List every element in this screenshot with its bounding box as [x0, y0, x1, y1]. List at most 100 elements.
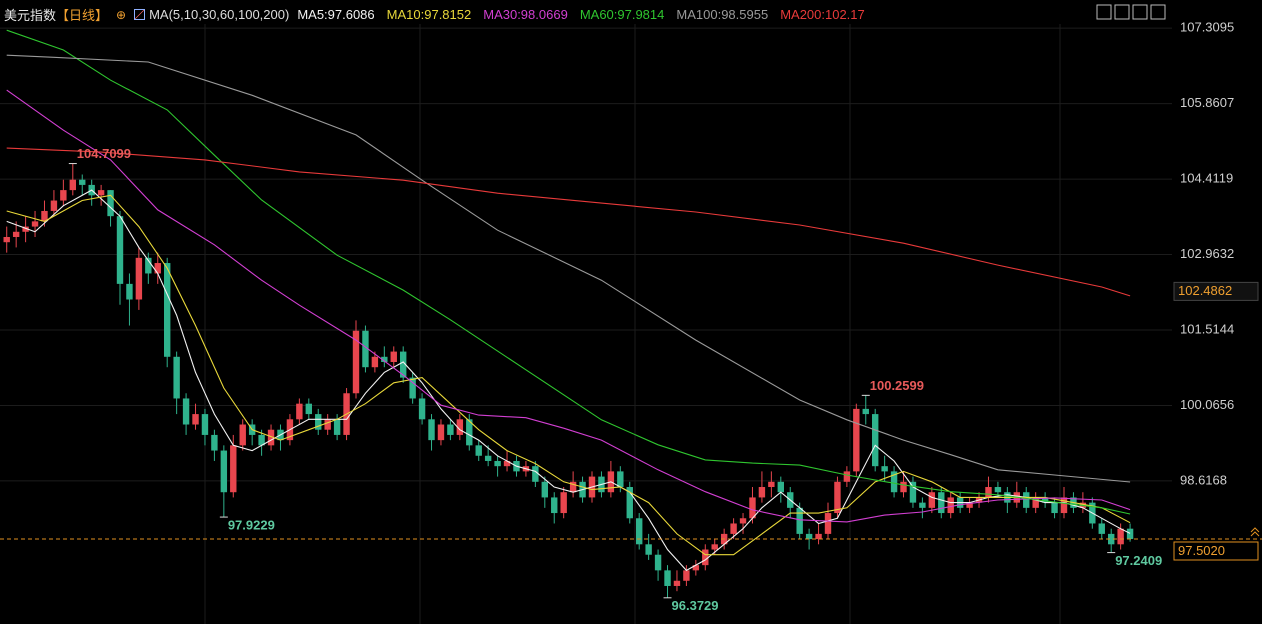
candle-body [371, 356, 379, 368]
candle-body [50, 200, 58, 211]
candle-body [768, 481, 775, 488]
candle-body [843, 471, 851, 482]
candle-body [409, 377, 416, 399]
candle-body [390, 351, 397, 363]
candle-body [551, 497, 558, 514]
candle-body [79, 179, 86, 185]
candle-body [900, 481, 907, 493]
ma-line [6, 89, 1131, 523]
candle-body [381, 356, 388, 363]
candle-body [107, 190, 114, 217]
period[interactable]: 【日线】 [56, 8, 109, 23]
candle-body [503, 460, 511, 467]
candle-body [135, 257, 143, 300]
toolbar-icon[interactable] [1096, 4, 1112, 20]
candle-body [909, 481, 917, 503]
candle-body [267, 429, 275, 446]
candle-body [475, 445, 482, 456]
y-tick-label: 101.5144 [1180, 321, 1234, 336]
candle-body [362, 330, 369, 368]
candle-body [258, 434, 265, 446]
ma-label: MA(5,10,30,60,100,200) [149, 7, 290, 22]
last-price-arrow [1250, 527, 1260, 537]
y-tick-label: 105.8607 [1180, 95, 1234, 110]
ma-line [6, 54, 1131, 483]
candle-body [164, 263, 171, 357]
candle-body [466, 419, 473, 446]
candle-body [239, 424, 246, 446]
candle-body [862, 408, 869, 415]
candle-body [777, 481, 784, 493]
candle-body [1051, 502, 1058, 514]
candle-body [947, 497, 954, 514]
legend-entry: MA200:102.17 [780, 7, 865, 22]
candle-body [296, 403, 303, 420]
candle-body [560, 492, 567, 514]
ma-line [6, 147, 1131, 297]
toolbar-icon[interactable] [1114, 4, 1130, 20]
candle-body [928, 492, 936, 508]
legend-entry: MA10:97.8152 [386, 7, 472, 22]
candle-body [69, 179, 76, 191]
candle-body [145, 257, 152, 274]
legend-entry: MA100:98.5955 [676, 7, 769, 22]
candle-body [437, 424, 445, 441]
candle-body [711, 544, 718, 550]
ma-line [6, 189, 1131, 572]
chart-title: 美元指数 [4, 8, 57, 23]
candle-body [702, 549, 709, 566]
candle-body [418, 398, 426, 420]
candle-body [664, 570, 671, 586]
candle-body [126, 283, 133, 300]
candle-body [1117, 528, 1124, 545]
candle-body [683, 570, 690, 581]
add-icon[interactable]: ⊕ [116, 7, 127, 22]
candle-body [938, 492, 945, 514]
candle-body [31, 221, 39, 227]
candle-body [532, 466, 539, 482]
price-marker-label: 102.4862 [1178, 283, 1232, 298]
candle-body [749, 497, 756, 519]
candle-body [201, 414, 209, 435]
candle-body [97, 190, 105, 196]
extreme-label: 97.2409 [1115, 553, 1162, 568]
candle-body [758, 487, 766, 498]
candle-body [1023, 492, 1030, 508]
candle-body [173, 356, 180, 399]
candle-body [985, 487, 992, 498]
toolbar-icon[interactable] [1150, 4, 1166, 20]
candle-body [41, 210, 48, 222]
candle-body [1032, 497, 1039, 508]
candle-body [805, 533, 813, 540]
candle-body [872, 414, 879, 467]
extreme-label: 104.7099 [77, 146, 131, 161]
y-tick-label: 102.9632 [1180, 246, 1234, 261]
y-tick-label: 98.6168 [1180, 472, 1227, 487]
candle-body [645, 544, 652, 555]
candle-body [60, 190, 67, 201]
candle-body [456, 419, 464, 435]
candle-body [626, 487, 633, 519]
candle-body [569, 481, 577, 493]
candle-body [541, 481, 548, 498]
toolbar-icons [1096, 4, 1166, 20]
candle-body [890, 471, 898, 493]
candle-body [192, 414, 199, 425]
candle-body [654, 554, 662, 571]
candle-body [352, 330, 360, 394]
candle-body [220, 450, 228, 493]
y-tick-label: 104.4119 [1180, 171, 1233, 186]
candle-body [447, 424, 454, 435]
candle-body [966, 502, 973, 508]
candle-body [636, 518, 643, 545]
candle-body [428, 419, 435, 441]
candle-body [1126, 528, 1134, 539]
candle-body [919, 502, 926, 508]
candle-body [881, 466, 888, 472]
toolbar-icon[interactable] [1132, 4, 1148, 20]
candle-body [182, 398, 190, 425]
candle-body [333, 419, 341, 435]
extreme-label: 100.2599 [870, 378, 924, 393]
candle-body [1098, 523, 1105, 534]
